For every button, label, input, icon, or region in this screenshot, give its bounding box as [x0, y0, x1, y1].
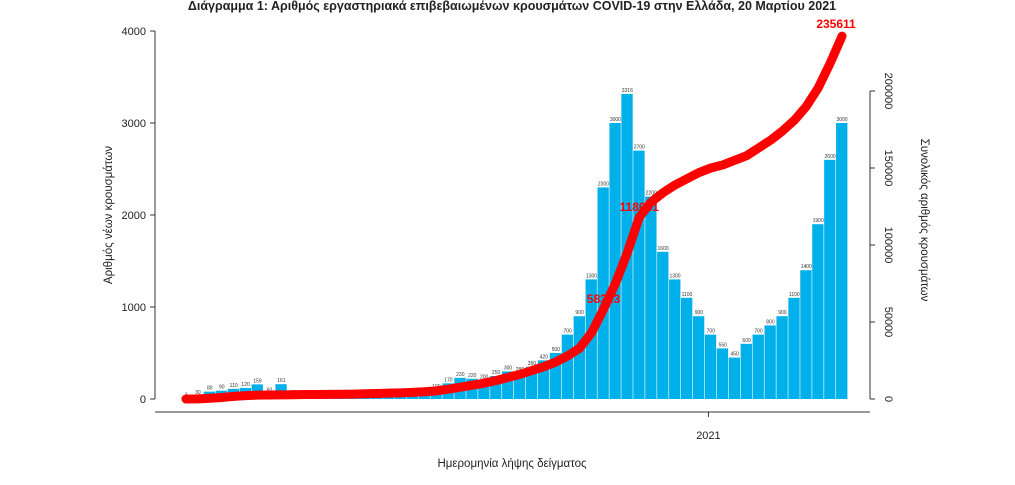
bar [765, 325, 776, 399]
bar-data-label: 450 [731, 352, 740, 358]
bar [812, 224, 823, 399]
bar-data-label: 600 [742, 338, 751, 344]
bar-data-label: 550 [719, 342, 728, 348]
bar [562, 335, 573, 399]
bar-data-label: 800 [766, 319, 775, 325]
y2-tick-label: 150000 [882, 150, 894, 187]
y-tick-label: 0 [140, 394, 146, 406]
bar-data-label: 900 [695, 310, 704, 316]
bar-data-label: 900 [575, 310, 584, 316]
bar-data-label: 161 [277, 378, 286, 384]
bar [753, 335, 764, 399]
bar [776, 316, 787, 399]
bar-data-label: 120 [241, 382, 250, 388]
bar-data-label: 1400 [801, 264, 812, 270]
bar [645, 197, 656, 399]
bar-data-label: 3000 [836, 117, 847, 123]
bar-data-label: 3316 [622, 88, 633, 94]
bar [717, 348, 728, 399]
bar-data-label: 700 [564, 329, 573, 335]
bar [633, 151, 644, 399]
bar-data-label: 2700 [634, 145, 645, 151]
bar [741, 344, 752, 399]
cumulative-annotation: 118041 [620, 200, 660, 214]
bar-data-label: 700 [707, 329, 716, 335]
bar [836, 123, 847, 399]
cumulative-annotation: 235611 [816, 17, 856, 31]
y2-tick-label: 200000 [882, 73, 894, 110]
bar-data-label: 1600 [658, 246, 669, 252]
bar-data-label: 1100 [682, 292, 693, 298]
bar [669, 279, 680, 399]
bar-data-label: 1100 [789, 292, 800, 298]
bar-data-label: 159 [253, 378, 262, 384]
bar-data-label: 2600 [825, 154, 836, 160]
bar [657, 252, 668, 399]
bar-data-label: 700 [754, 329, 763, 335]
y2-tick-label: 50000 [882, 307, 894, 338]
y-ticks-left: 0 1000 2000 3000 4000 [122, 26, 155, 406]
bar-data-label: 110 [230, 383, 238, 389]
bar-data-label: 3000 [610, 117, 621, 123]
y2-tick-label: 100000 [882, 227, 894, 264]
bar-series [180, 94, 847, 399]
bar-data-label: 1300 [586, 273, 597, 279]
bar-data-label: 90 [219, 385, 225, 391]
y-tick-label: 1000 [122, 302, 146, 314]
bar-data-label: 2300 [598, 181, 609, 187]
bar-data-label: 500 [552, 347, 561, 353]
y-tick-label: 3000 [122, 118, 146, 130]
bar-data-label: 220 [468, 373, 477, 379]
bar-data-label: 170 [444, 377, 453, 383]
x-tick-label: 2021 [696, 430, 720, 442]
bar-data-label: 80 [207, 386, 213, 392]
bar-data-label: 300 [504, 365, 513, 371]
x-axis-label: Ημερομηνία λήψης δείγματος [437, 458, 587, 470]
x-ticks: 2021 [696, 412, 720, 442]
y-axis-label: Αριθμός νέων κρουσμάτων [103, 146, 115, 284]
y2-tick-label: 0 [882, 396, 894, 402]
bar-data-label: 1900 [813, 218, 824, 224]
bar [574, 316, 585, 399]
y-tick-label: 4000 [122, 26, 146, 38]
bar [800, 270, 811, 399]
bar [705, 335, 716, 399]
cumulative-annotation: 58313 [587, 292, 621, 306]
bar [681, 298, 692, 399]
bar [788, 298, 799, 399]
bar [609, 123, 620, 399]
y-ticks-right: 0 50000 100000 150000 200000 [870, 73, 894, 402]
bar [824, 160, 835, 399]
bar [729, 358, 740, 399]
bar-data-label: 1300 [669, 273, 680, 279]
y-tick-label: 2000 [122, 210, 146, 222]
bar-data-label: 420 [540, 354, 549, 360]
chart-title: Διάγραμμα 1: Αριθμός εργαστηριακά επιβεβ… [188, 0, 836, 13]
y2-axis-label: Συνολικός αριθμός κρουσμάτων [918, 139, 930, 302]
bar-data-label: 900 [778, 310, 787, 316]
bar-data-label: 230 [456, 372, 465, 378]
bar [693, 316, 704, 399]
